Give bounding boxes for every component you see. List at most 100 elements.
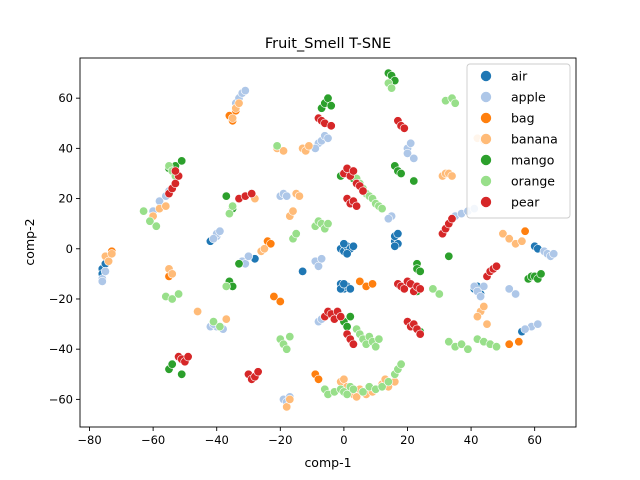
scatter-point-mango-36: [342, 322, 352, 332]
scatter-point-apple-53: [520, 324, 530, 334]
scatter-point-banana-26: [304, 141, 314, 151]
scatter-point-orange-71: [491, 342, 501, 352]
scatter-point-banana-56: [517, 236, 527, 246]
y-tick-label: 0: [66, 242, 73, 256]
scatter-point-mango-29: [444, 251, 454, 261]
scatter-point-bag-12: [355, 276, 365, 286]
scatter-point-orange-58: [374, 334, 384, 344]
scatter-point-apple-10: [209, 234, 219, 244]
scatter-point-banana-28: [339, 374, 349, 384]
legend-marker-orange: [480, 175, 492, 187]
scatter-point-pear-32: [348, 166, 358, 176]
scatter-point-pear-12: [253, 367, 263, 377]
scatter-point-apple-1: [97, 276, 107, 286]
legend-label-bag: bag: [511, 111, 535, 126]
scatter-point-orange-31: [342, 389, 352, 399]
scatter-point-banana-8: [193, 306, 203, 316]
legend-label-orange: orange: [511, 174, 555, 189]
scatter-point-orange-18: [285, 332, 295, 342]
scatter-point-bag-7: [266, 239, 276, 249]
scatter-point-orange-37: [377, 382, 387, 392]
scatter-point-bag-9: [275, 296, 285, 306]
legend-marker-bag: [480, 112, 492, 124]
scatter-point-orange-1: [145, 216, 155, 226]
x-tick-label: 60: [527, 433, 542, 447]
x-tick-label: −60: [141, 433, 165, 447]
scatter-point-bag-11: [313, 374, 323, 384]
scatter-point-apple-14: [240, 86, 250, 96]
scatter-point-banana-52: [482, 319, 492, 329]
scatter-point-apple-24: [282, 191, 292, 201]
scatter-point-orange-9: [209, 317, 219, 327]
scatter-point-orange-17: [282, 344, 292, 354]
scatter-point-pear-35: [358, 186, 368, 196]
x-tick-label: −40: [205, 433, 229, 447]
scatter-point-mango-13: [323, 93, 333, 103]
y-tick-label: −60: [49, 392, 73, 406]
scatter-point-apple-58: [504, 284, 514, 294]
scatter-point-air-12: [339, 239, 349, 249]
scatter-point-pear-42: [399, 123, 409, 133]
scatter-point-banana-53: [498, 229, 508, 239]
y-axis-label: comp-2: [22, 218, 37, 265]
scatter-point-orange-20: [291, 229, 301, 239]
scatter-point-orange-0: [139, 206, 149, 216]
scatter-point-bag-14: [367, 279, 377, 289]
scatter-point-pear-28: [348, 339, 358, 349]
scatter-point-banana-23: [294, 191, 304, 201]
legend-label-mango: mango: [511, 153, 554, 168]
scatter-point-mango-25: [409, 176, 419, 186]
scatter-point-mango-5: [177, 369, 187, 379]
x-tick-label: 20: [400, 433, 415, 447]
scatter-point-air-23: [393, 229, 403, 239]
scatter-point-mango-24: [396, 169, 406, 179]
scatter-point-bag-17: [520, 226, 530, 236]
chart-title: Fruit_Smell T-SNE: [265, 36, 391, 52]
legend-marker-banana: [480, 133, 492, 145]
legend-label-banana: banana: [511, 132, 558, 147]
y-tick-label: −40: [49, 342, 73, 356]
scatter-point-air-6: [298, 266, 308, 276]
x-tick-label: 0: [340, 433, 347, 447]
scatter-point-orange-10: [215, 322, 225, 332]
scatter-point-pear-39: [352, 201, 362, 211]
scatter-point-orange-63: [450, 98, 460, 108]
scatter-point-banana-2: [107, 249, 117, 259]
scatter-point-mango-37: [345, 312, 355, 322]
scatter-point-pear-4: [170, 166, 180, 176]
scatter-point-orange-33: [348, 384, 358, 394]
scatter-point-pear-63: [491, 261, 501, 271]
legend-marker-apple: [480, 91, 492, 103]
scatter-point-banana-1: [104, 256, 114, 266]
legend-marker-mango: [480, 154, 492, 166]
scatter-point-pear-25: [336, 312, 346, 322]
scatter-point-mango-6: [221, 191, 231, 201]
legend-label-apple: apple: [511, 90, 546, 105]
x-axis-label: comp-1: [304, 455, 351, 470]
scatter-point-orange-57: [371, 342, 381, 352]
scatter-point-air-19: [345, 284, 355, 294]
scatter-point-pear-55: [415, 329, 425, 339]
scatter-point-pear-59: [447, 214, 457, 224]
scatter-point-apple-29: [313, 261, 323, 271]
scatter-point-air-18: [339, 279, 349, 289]
scatter-point-orange-41: [396, 359, 406, 369]
scatter-point-apple-42: [409, 153, 419, 163]
scatter-point-orange-2: [151, 221, 161, 231]
scatter-point-bag-15: [504, 339, 514, 349]
scatter-point-apple-40: [406, 138, 416, 148]
scatter-point-orange-38: [383, 377, 393, 387]
x-tick-label: −20: [268, 433, 292, 447]
y-tick-label: −20: [49, 292, 73, 306]
scatter-point-orange-50: [377, 204, 387, 214]
scatter-point-orange-13: [228, 201, 238, 211]
axes-layer: −80 −60 −40 −20 0 20 40 60 −60 −40 −20 0 20 40 60: [49, 57, 577, 447]
scatter-point-banana-46: [447, 171, 457, 181]
scatter-point-orange-11: [221, 281, 231, 291]
scatter-point-mango-14: [326, 101, 336, 111]
scatter-point-orange-14: [272, 141, 282, 151]
scatter-point-air-13: [348, 241, 358, 251]
scatter-point-pear-45: [399, 284, 409, 294]
scatter-point-apple-30: [317, 254, 327, 264]
